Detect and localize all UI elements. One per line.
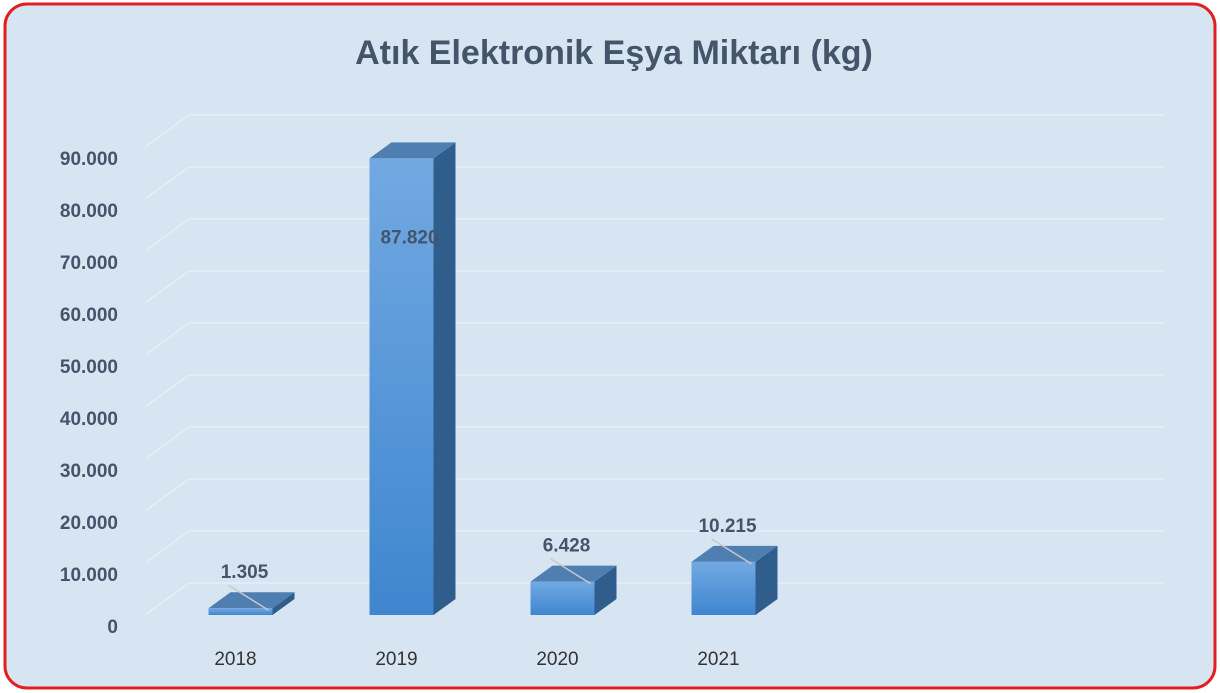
value-label: 6.428 (543, 536, 591, 557)
y-tick-label: 70.000 (60, 253, 118, 274)
grid-line (144, 582, 1165, 616)
grid-line (144, 322, 1165, 356)
grid-line (144, 478, 1165, 512)
grid-line (144, 114, 1165, 148)
value-label: 10.215 (698, 516, 757, 537)
bar (691, 561, 756, 615)
bar-top (369, 142, 456, 159)
value-label: 87.820 (380, 227, 438, 248)
bar-side (755, 545, 778, 615)
y-tick-label: 40.000 (60, 409, 118, 430)
y-tick-label: 10.000 (60, 565, 118, 586)
bar (369, 158, 434, 615)
grid-line (144, 530, 1165, 564)
y-tick-label: 30.000 (60, 461, 118, 482)
leader-line (228, 584, 269, 611)
grid-line (144, 374, 1165, 408)
bar-side (594, 565, 617, 615)
grid-line (144, 270, 1165, 304)
grid-line (144, 218, 1165, 252)
y-tick-label: 60.000 (60, 305, 118, 326)
chart-background (3, 2, 1217, 690)
y-tick-label: 0 (107, 617, 118, 638)
y-tick-label: 80.000 (60, 201, 118, 222)
y-tick-label: 50.000 (60, 357, 118, 378)
bar (530, 581, 595, 615)
leader-line (711, 538, 752, 565)
x-tick-label: 2020 (536, 649, 578, 670)
grid-line (144, 166, 1165, 200)
y-tick-label: 20.000 (60, 513, 118, 534)
bar (208, 608, 273, 615)
x-tick-label: 2021 (697, 649, 739, 670)
leader-line (550, 557, 591, 585)
grid-line (144, 426, 1165, 460)
x-tick-label: 2019 (375, 649, 417, 670)
chart-title: Atık Elektronik Eşya Miktarı (kg) (355, 34, 873, 72)
x-tick-label: 2018 (214, 649, 256, 670)
y-tick-label: 90.000 (60, 149, 118, 170)
bar-side (272, 592, 295, 615)
value-label: 1.305 (221, 562, 269, 583)
bar-side (433, 142, 456, 615)
